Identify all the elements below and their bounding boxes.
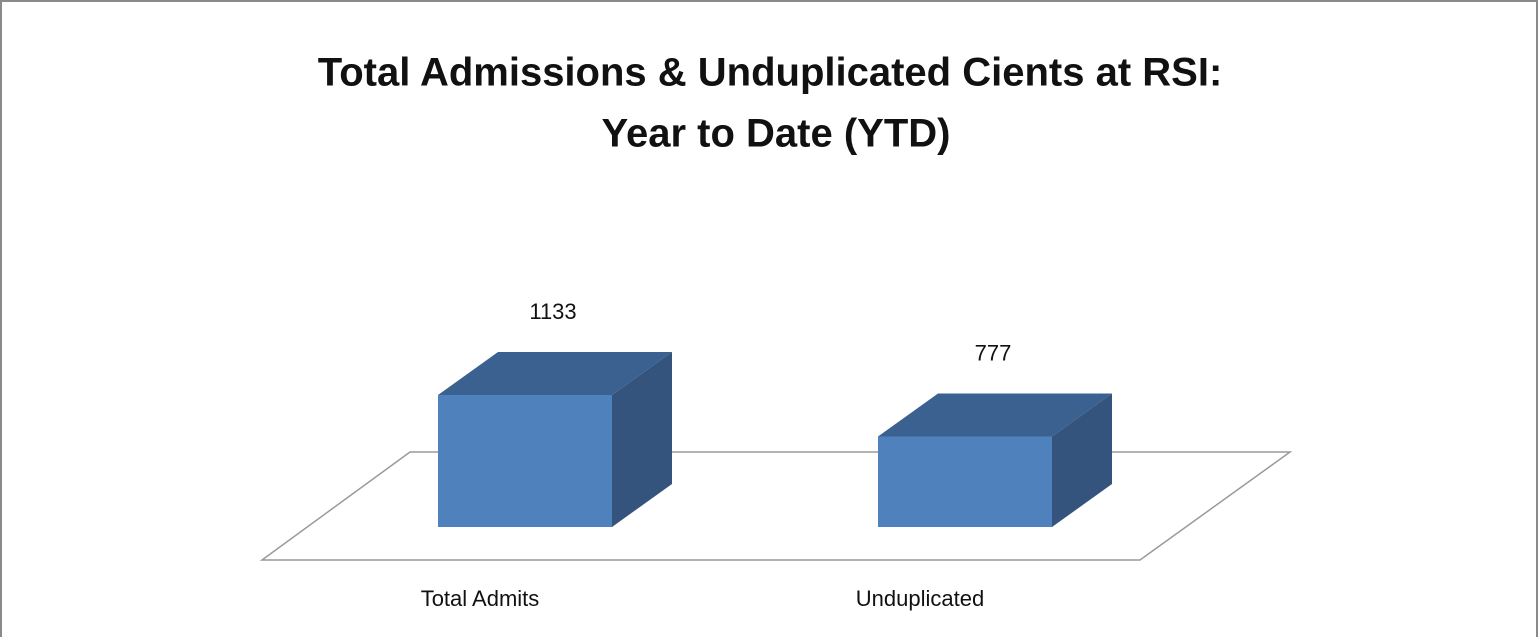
chart-title: Year to Date (YTD) <box>602 112 951 156</box>
bar-top <box>878 393 1112 437</box>
chart-title: Total Admissions & Unduplicated Cients a… <box>318 51 1223 95</box>
bar-side <box>612 352 672 527</box>
bar-side <box>1052 393 1112 527</box>
x-tick-label: Unduplicated <box>856 586 984 611</box>
floor <box>259 451 1293 561</box>
x-tick-label: Total Admits <box>421 586 540 611</box>
bar <box>438 395 612 527</box>
bar <box>878 436 1052 527</box>
data-label: 1133 <box>529 299 576 324</box>
bar-top <box>438 352 672 395</box>
data-label: 777 <box>975 340 1012 365</box>
